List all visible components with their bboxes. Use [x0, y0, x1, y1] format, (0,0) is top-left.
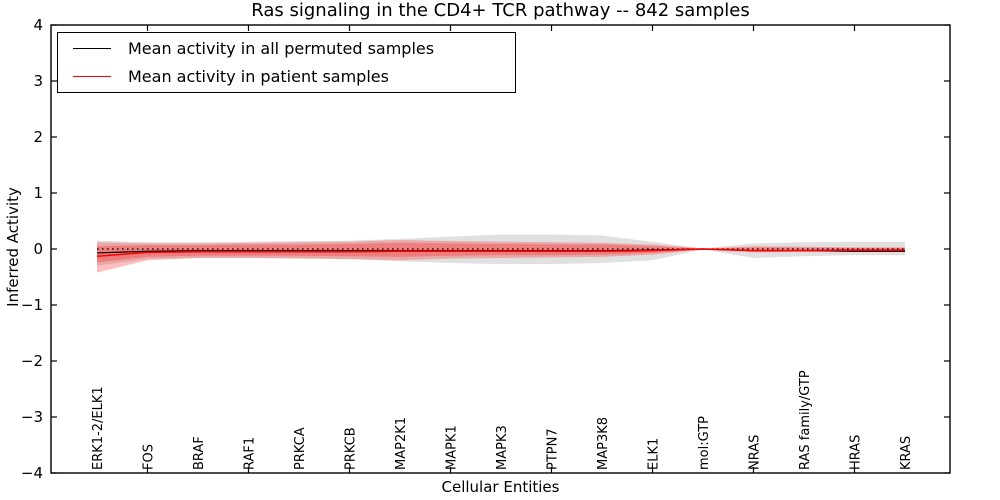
x-category-label: ELK1 [647, 438, 662, 470]
legend-entry-patient: Mean activity in patient samples [73, 64, 515, 90]
patient-mean-line [96, 248, 905, 258]
x-category-label: KRAS [899, 436, 914, 470]
x-category-label: PRKCA [293, 427, 308, 470]
chart-title: Ras signaling in the CD4+ TCR pathway --… [251, 0, 750, 21]
patient-std-inner-band [97, 242, 905, 263]
y-ticks: −4 −3 −2 −1 0 1 2 3 4 [21, 16, 950, 482]
y-tick-label: −2 [21, 352, 43, 370]
x-category-label: FOS [142, 444, 157, 470]
y-tick-label: −1 [21, 296, 43, 314]
y-axis-label: Inferred Activity [4, 187, 22, 307]
y-tick-label: 0 [33, 240, 43, 258]
x-category-label: PTPN7 [546, 428, 561, 470]
y-tick-label: −4 [21, 464, 43, 482]
x-category-label: RAS family/GTP [798, 370, 813, 470]
x-category-label: BRAF [192, 436, 207, 470]
permuted-line-swatch [73, 47, 111, 49]
x-category-label: PRKCB [344, 427, 359, 470]
x-category-label: MAP2K1 [394, 417, 409, 470]
y-tick-label: −3 [21, 408, 43, 426]
x-ticks [146, 25, 856, 473]
x-category-label: MAP3K8 [596, 417, 611, 470]
legend: Mean activity in all permuted samples Me… [57, 32, 516, 93]
x-axis-label: Cellular Entities [441, 478, 560, 496]
y-tick-label: 1 [33, 184, 43, 202]
x-category-label: ERK1-2/ELK1 [91, 386, 106, 470]
y-tick-label: 4 [33, 16, 43, 34]
x-category-label: MAPK3 [495, 425, 510, 470]
x-category-label: NRAS [748, 435, 763, 470]
legend-label-patient: Mean activity in patient samples [128, 67, 389, 87]
y-tick-label: 2 [33, 128, 43, 146]
y-tick-label: 3 [33, 72, 43, 90]
x-category-label: mol:GTP [697, 416, 712, 470]
legend-entry-permuted: Mean activity in all permuted samples [73, 35, 515, 61]
patient-line-swatch [73, 76, 111, 78]
x-category-labels: ERK1-2/ELK1 FOS BRAF RAF1 PRKCA PRKCB MAP2K1 MA… [91, 370, 914, 470]
x-category-label: HRAS [849, 435, 864, 470]
legend-label-permuted: Mean activity in all permuted samples [128, 38, 435, 58]
x-category-label: RAF1 [243, 437, 258, 470]
patient-std-outer-band [97, 240, 905, 273]
x-category-label: MAPK1 [445, 425, 460, 470]
